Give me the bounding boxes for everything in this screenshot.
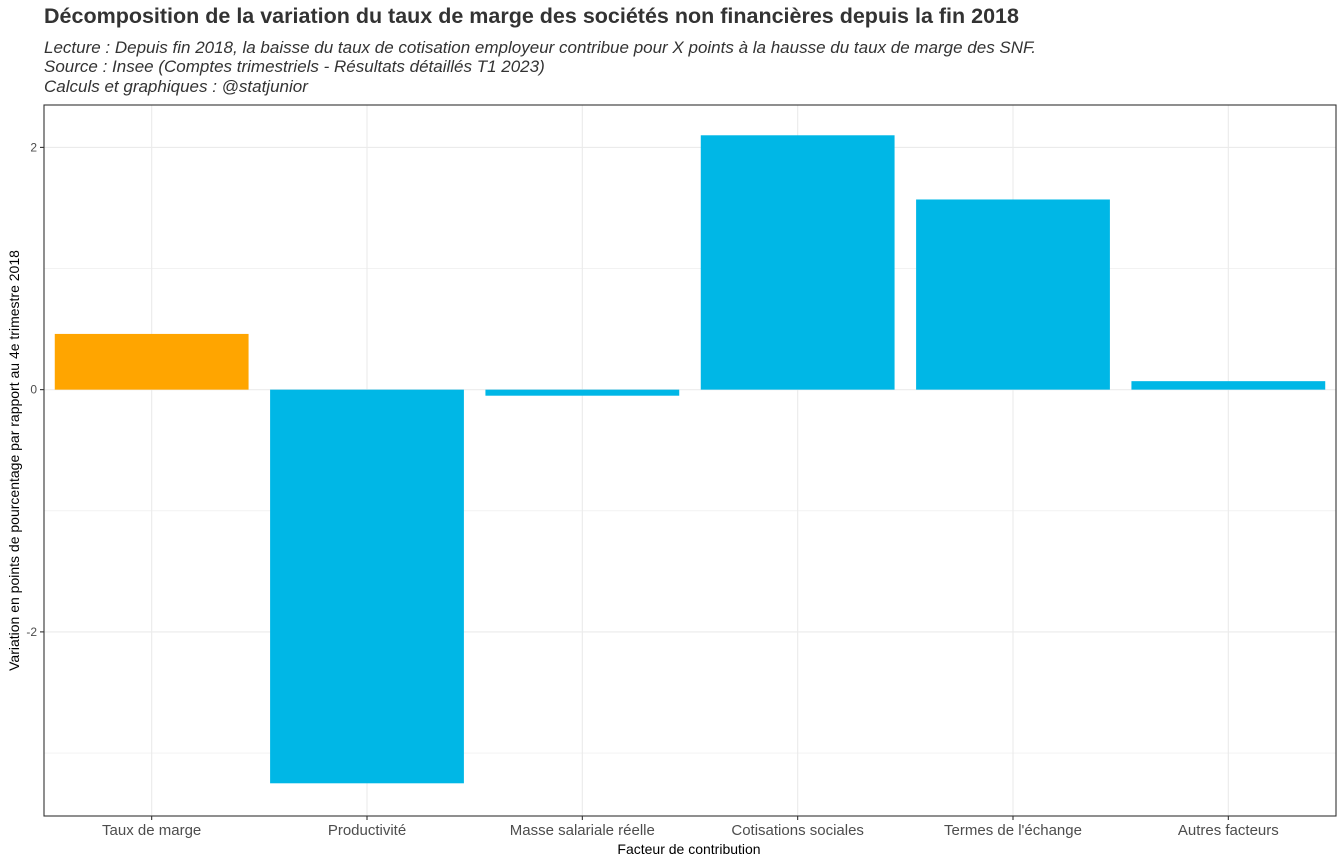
chart-subtitle-source: Source : Insee (Comptes trimestriels - R…: [44, 57, 545, 76]
minor-gridlines: [44, 268, 1336, 754]
chart-subtitle-credits: Calculs et graphiques : @statjunior: [44, 77, 308, 96]
bar-6: [1131, 381, 1326, 390]
x-axis: Taux de marge Productivité Masse salariale…: [102, 816, 1279, 839]
bar-1: [54, 333, 249, 390]
major-gridlines: [44, 105, 1336, 816]
y-axis: 2 0 -2: [26, 140, 44, 639]
x-tick-label: Productivité: [328, 822, 406, 839]
y-tick-label: -2: [26, 625, 37, 639]
x-tick-label: Cotisations sociales: [731, 822, 864, 839]
bars: [54, 135, 1326, 784]
bar-4: [700, 135, 895, 390]
x-tick-label: Termes de l'échange: [944, 822, 1082, 839]
x-tick-label: Autres facteurs: [1178, 822, 1279, 839]
y-tick-label: 0: [30, 383, 37, 397]
chart-title: Décomposition de la variation du taux de…: [44, 4, 1019, 28]
y-axis-title: Variation en points de pourcentage par r…: [6, 250, 22, 671]
plot-panel-border: [43, 104, 1337, 817]
x-axis-title: Facteur de contribution: [617, 841, 760, 857]
x-tick-label: Masse salariale réelle: [510, 822, 655, 839]
chart-subtitle-reading-note: Lecture : Depuis fin 2018, la baisse du …: [44, 38, 1036, 57]
bar-3: [485, 389, 680, 396]
bar-5: [916, 199, 1110, 390]
bar-2: [270, 389, 464, 784]
x-tick-label: Taux de marge: [102, 822, 201, 839]
y-tick-label: 2: [30, 140, 37, 154]
